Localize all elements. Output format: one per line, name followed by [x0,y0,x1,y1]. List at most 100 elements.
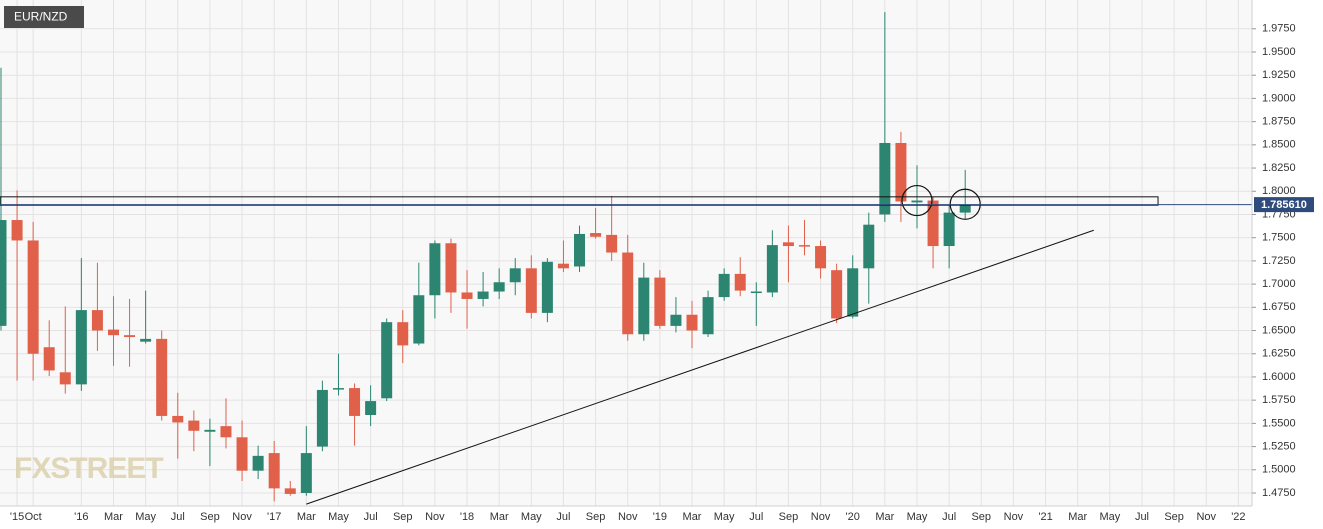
candle-body [638,277,650,335]
x-tick-label: '21 [1038,511,1052,523]
x-tick-label: Nov [618,511,638,523]
candle-body [59,372,71,385]
candle-body [284,488,296,494]
x-tick-label: '22 [1231,511,1245,523]
highlight-circle [901,184,933,217]
candle-body [252,455,264,471]
candle-body [702,297,714,335]
candle-body [525,268,537,313]
x-tick-label: '17 [267,511,281,523]
x-tick-label: May [521,511,542,523]
x-tick-label: '16 [74,511,88,523]
candle-body [172,415,184,423]
candle-body [493,282,505,292]
candle-body [686,314,698,331]
y-tick-label: 1.6250 [1262,348,1296,360]
y-tick-label: 1.9750 [1262,23,1296,35]
y-tick-label: 1.6750 [1262,301,1296,313]
candle-body [204,429,216,432]
x-tick-label: Nov [1004,511,1024,523]
candle-body [220,426,232,438]
x-tick-label: Sep [971,511,991,523]
y-tick-label: 1.5500 [1262,417,1296,429]
candle-body [397,322,409,346]
candle-body [927,200,939,247]
candle-body [879,142,891,215]
x-tick-label: Jul [171,511,185,523]
symbol: EUR/NZD [14,10,68,24]
x-tick-label: Jul [1135,511,1149,523]
candle-body [349,388,361,416]
candle-body [734,273,746,291]
x-tick-label: Mar [1068,511,1087,523]
candle-body [107,329,119,336]
y-tick-label: 1.9000 [1262,92,1296,104]
x-tick-label: Sep [200,511,220,523]
x-tick-label: Sep [393,511,413,523]
candle-body [445,243,457,293]
x-tick-label: Mar [297,511,316,523]
candle-body [300,453,312,494]
candle-body [91,310,103,331]
y-tick-label: 1.8500 [1262,139,1296,151]
candle-body [75,310,87,385]
x-tick-label: '15 [10,511,24,523]
candle-body [316,389,328,447]
candle-body [11,220,23,241]
x-tick-label: Jul [364,511,378,523]
candle-body [863,224,875,269]
x-tick-label: Sep [779,511,799,523]
y-tick-label: 1.5250 [1262,440,1296,452]
y-tick-label: 1.4750 [1262,487,1296,499]
candle-body [27,240,39,354]
x-tick-label: Nov [1196,511,1216,523]
candle-body [541,261,553,313]
candle-body [943,212,955,247]
x-tick-label: Nov [232,511,252,523]
y-tick-label: 1.9500 [1262,46,1296,58]
x-tick-label: '19 [653,511,667,523]
x-tick-label: Nov [425,511,445,523]
symbol-box [4,6,84,28]
y-tick-label: 1.6000 [1262,371,1296,383]
x-tick-label: May [328,511,349,523]
y-tick-label: 1.7000 [1262,278,1296,290]
candle-body [140,338,152,342]
candle-body [911,200,923,203]
candle-body [0,220,7,326]
candle-body [799,245,810,247]
y-tick-label: 1.7500 [1262,232,1296,244]
candle-body [557,263,569,269]
y-tick-label: 1.7250 [1262,255,1296,267]
watermark: FXSTREET [14,452,163,485]
candle-body [622,252,634,335]
x-tick-label: Mar [104,511,123,523]
candle-body [381,322,393,399]
x-tick-label: May [135,511,156,523]
candle-body [332,388,344,390]
y-tick-label: 1.9250 [1262,69,1296,81]
x-tick-label: Jul [942,511,956,523]
candle-body [670,314,682,326]
candle-body [815,246,827,269]
x-tick-label: Sep [586,511,606,523]
candle-body [766,245,778,293]
resistance-zone [0,196,1159,206]
trendline [306,229,1094,505]
candle-body [847,268,859,317]
y-tick-label: 1.8750 [1262,116,1296,128]
x-tick-label: Oct [25,511,42,523]
candle-body [959,204,971,213]
candle-body [574,233,586,267]
y-tick-label: 1.8000 [1262,185,1296,197]
y-tick-label: 1.5000 [1262,464,1296,476]
candle-body [477,291,489,299]
x-tick-label: Mar [875,511,894,523]
candle-body [236,437,248,471]
x-tick-label: '20 [846,511,860,523]
candle-body [43,347,55,371]
current-price-box [1254,197,1314,213]
current-price-label: 1.785610 [1261,199,1307,211]
